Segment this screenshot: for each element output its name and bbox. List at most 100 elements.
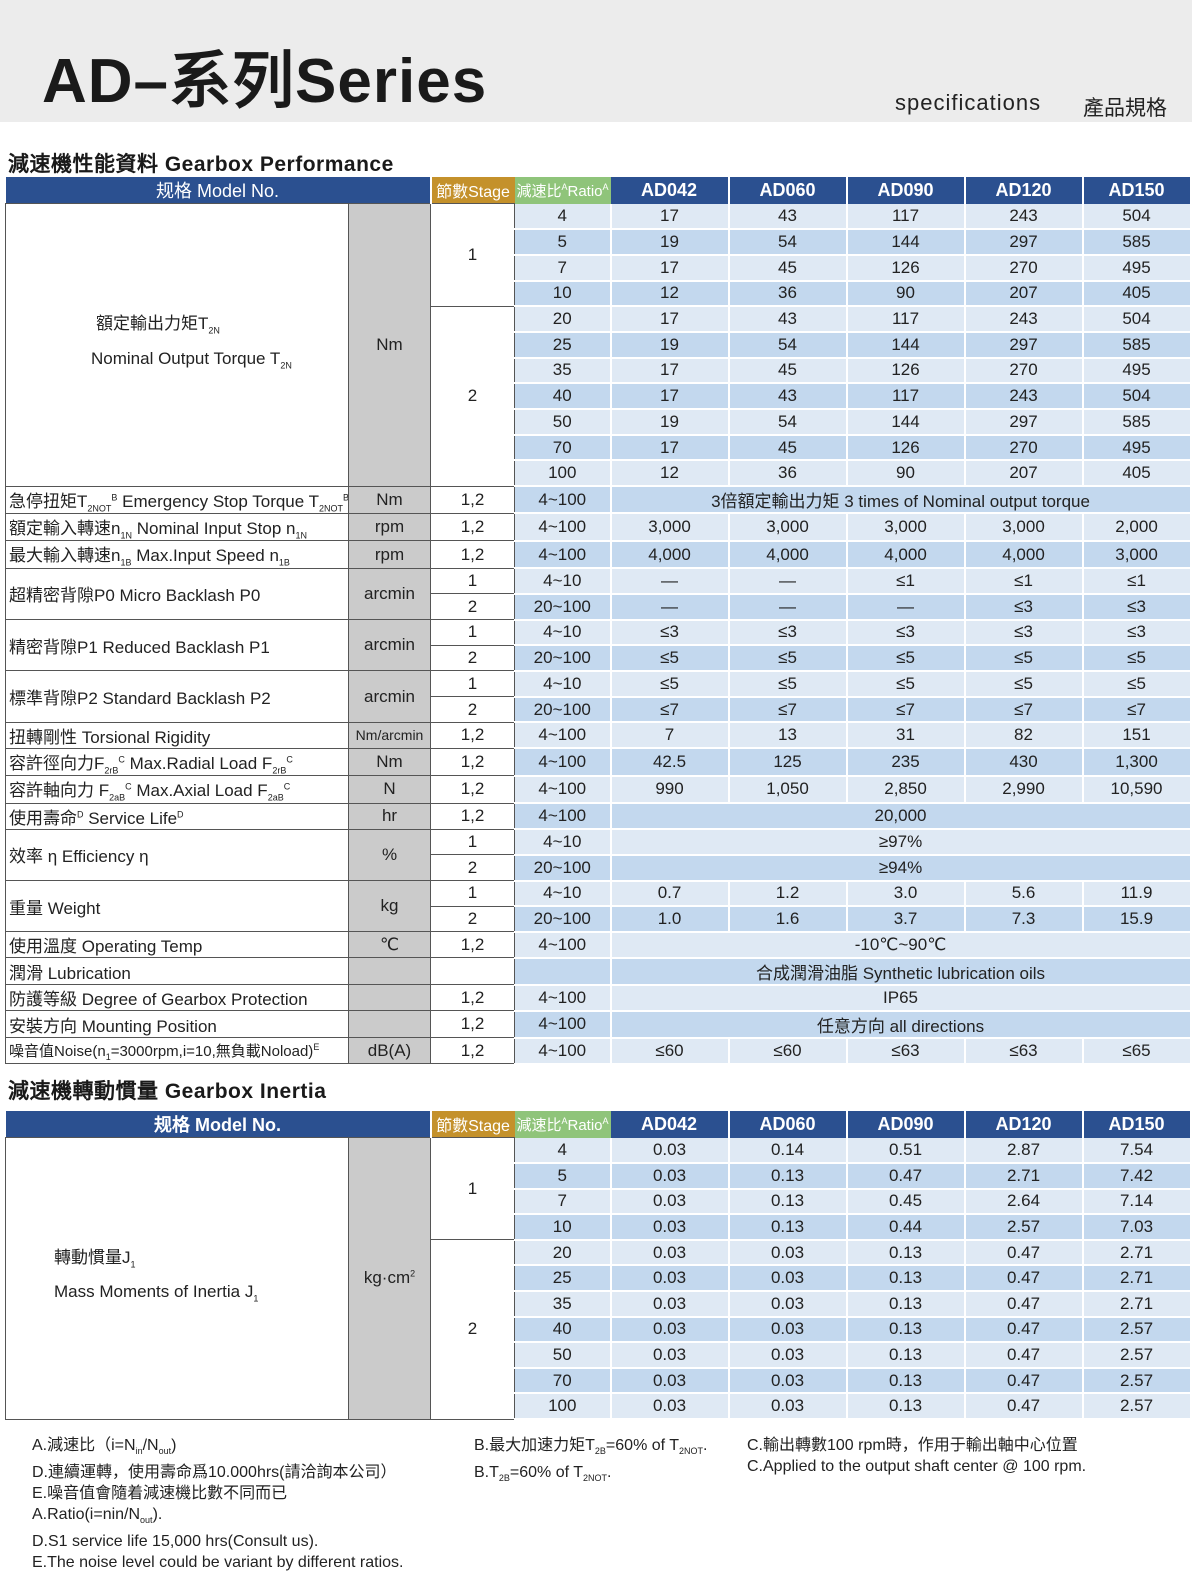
value-cell-ad090: ≤63	[846, 1037, 966, 1065]
table-row: 使用溫度 Operating Temp ℃ 1,2 4~100 -10℃~90℃	[5, 931, 1192, 959]
value-cell-ad042: 0.03	[610, 1137, 730, 1165]
table-row: 2 20~100 ≤7 ≤7 ≤7 ≤7 ≤7	[6, 696, 1192, 724]
value-cell-ad042: ≤3	[610, 619, 730, 647]
value-cell-ad150: ≤65	[1082, 1037, 1192, 1065]
ratio-cell: 7	[514, 254, 612, 282]
value-cell-ad120: 297	[964, 409, 1084, 436]
row-label: 重量 Weight	[5, 880, 349, 933]
table-row: 100 12 36 90 207 405	[6, 460, 1192, 488]
value-cell-ad060: 1.2	[728, 880, 848, 908]
value-cell-ad150: ≤1	[1082, 568, 1192, 595]
inertia-section-title: 減速機轉動慣量 Gearbox Inertia	[8, 1080, 327, 1103]
value-cell-ad042: 19	[610, 409, 730, 436]
row-label: 安裝方向 Mounting Position	[5, 1010, 349, 1039]
value-cell-ad090: 2,850	[846, 775, 966, 805]
notes-english: A.Ratio(i=nin/Nout). D.S1 service life 15…	[32, 1504, 403, 1573]
note-line: C.輸出轉數100 rpm時，作用于輸出軸中心位置	[747, 1437, 1078, 1454]
value-cell-ad060: ≤5	[728, 670, 848, 698]
ratio-cell: 20~100	[514, 593, 612, 621]
note-line: D.S1 service life 15,000 hrs(Consult us)…	[32, 1533, 319, 1551]
value-cell-ad090: 0.51	[846, 1137, 966, 1165]
stage-cell: 1,2	[430, 1037, 516, 1065]
ratio-cell: 25	[514, 1265, 612, 1293]
row-label: 容許徑向力F2rBC Max.Radial Load F2rBC	[5, 747, 349, 777]
model-header-ad150: AD150	[1082, 177, 1192, 204]
table-row: 7 0.03 0.13 0.45 2.64 7.14	[6, 1188, 1192, 1216]
note-line: E.The noise level could be variant by di…	[32, 1554, 404, 1572]
header-row: 规格 Model No. 節數Stage 減速比ARatioA AD042 AD060 A…	[5, 177, 1192, 204]
model-no-header: 规格 Model No.	[5, 177, 432, 204]
value-cell-ad120: 0.47	[964, 1367, 1084, 1395]
unit-cell: rpm	[348, 512, 432, 542]
value-cell-ad150: 585	[1082, 409, 1192, 436]
value-cell-ad120: ≤63	[964, 1037, 1084, 1065]
specifications-label: specifications	[895, 90, 1042, 115]
table-row: 超精密背隙P0 Micro Backlash P0 arcmin 1 4~10— — ≤1…	[5, 567, 1192, 621]
value-cell-ad042: 990	[610, 775, 730, 805]
stage-cell: 1,2	[430, 512, 516, 542]
model-header-ad120: AD120	[964, 177, 1084, 204]
value-cell-ad090: 3.0	[846, 880, 966, 908]
value-cell-ad090: 0.13	[846, 1291, 966, 1318]
value-cell-ad150: 504	[1082, 306, 1192, 333]
value-cell-ad090: 117	[846, 203, 966, 231]
table-row: 2 20~100 ≤5 ≤5 ≤5 ≤5 ≤5	[6, 644, 1192, 672]
stage-cell: 2	[430, 854, 516, 882]
value-cell-ad150: ≤5	[1082, 645, 1192, 672]
ratio-cell: 20~100	[514, 645, 612, 672]
value-cell-ad060: 0.03	[728, 1291, 848, 1318]
value-cell-ad120: 2.87	[964, 1137, 1084, 1165]
table-row: 2 20 0.03 0.03 0.13 0.47 2.71	[6, 1239, 1192, 1420]
model-header-ad060: AD060	[728, 177, 848, 204]
ratio-cell: 20	[514, 1239, 612, 1267]
value-cell-ad060: 43	[728, 306, 848, 333]
value-cell-ad150: 7.42	[1082, 1163, 1192, 1190]
value-cell-ad150: 2.57	[1082, 1316, 1192, 1344]
unit-cell	[348, 984, 432, 1012]
value-cell-ad120: 430	[964, 748, 1084, 777]
stage-cell: 2	[430, 905, 516, 933]
table-row: 35 17 45 126 270 495	[6, 357, 1192, 385]
unit-cell: rpm	[348, 540, 432, 569]
value-cell-ad042: ≤5	[610, 670, 730, 698]
table-row: 重量 Weight kg 1 4~10 0.7 1.2 3.0 5.6 11.9	[5, 880, 1192, 933]
value-cell-ad120: 207	[964, 280, 1084, 308]
value-cell-ad150: 495	[1082, 434, 1192, 462]
stage-cell: 1,2	[430, 1010, 516, 1039]
value-cell-ad150: 405	[1082, 460, 1192, 488]
value-cell-ad042: 17	[610, 357, 730, 385]
value-cell-ad090: ≤3	[846, 619, 966, 647]
row-label: 最大輸入轉速n1B Max.Input Speed n1B	[5, 540, 349, 569]
unit-cell: kg·cm2	[348, 1137, 431, 1420]
value-cell-ad120: 0.47	[964, 1342, 1084, 1369]
model-header-ad090: AD090	[846, 1111, 966, 1138]
value-cell-ad060: 0.03	[728, 1342, 848, 1369]
table-row: 2 20 17 43 117 243 504	[6, 305, 1192, 487]
value-cell-ad090: ≤7	[846, 696, 966, 724]
value-cell-ad060: 4,000	[728, 540, 848, 570]
value-cell-ad120: ≤1	[964, 568, 1084, 595]
value-cell-ad150: 15.9	[1082, 906, 1192, 933]
unit-cell	[348, 957, 432, 986]
ratio-cell: 20~100	[514, 906, 612, 933]
value-cell-ad090: ≤5	[846, 670, 966, 698]
value-cell-ad042: 12	[610, 460, 730, 488]
note-line: B.最大加速力矩T2B=60% of T2NOT.	[474, 1437, 708, 1457]
row-label: 轉動慣量J1 Mass Moments of Inertia J1	[5, 1137, 349, 1420]
stage-cell: 1	[430, 1136, 515, 1241]
ratio-cell: 35	[514, 1291, 612, 1318]
value-cell-ad090: 144	[846, 409, 966, 436]
ratio-cell: 40	[514, 383, 612, 410]
value-cell-ad120: 2.57	[964, 1214, 1084, 1241]
value-cell-ad090: 90	[846, 280, 966, 308]
merged-value-cell: -10℃~90℃	[610, 931, 1192, 959]
value-cell-ad150: ≤3	[1082, 619, 1192, 647]
ratio-cell: 4~100	[514, 513, 612, 542]
ratio-cell: 5	[514, 229, 612, 256]
value-cell-ad042: 3,000	[610, 513, 730, 542]
stage-cell: 1	[430, 619, 516, 646]
value-cell-ad042: 0.03	[610, 1316, 730, 1344]
value-cell-ad042: 0.03	[610, 1393, 730, 1421]
unit-cell: N	[348, 775, 432, 804]
row-label-line: Nominal Output Torque T2N	[91, 348, 292, 371]
